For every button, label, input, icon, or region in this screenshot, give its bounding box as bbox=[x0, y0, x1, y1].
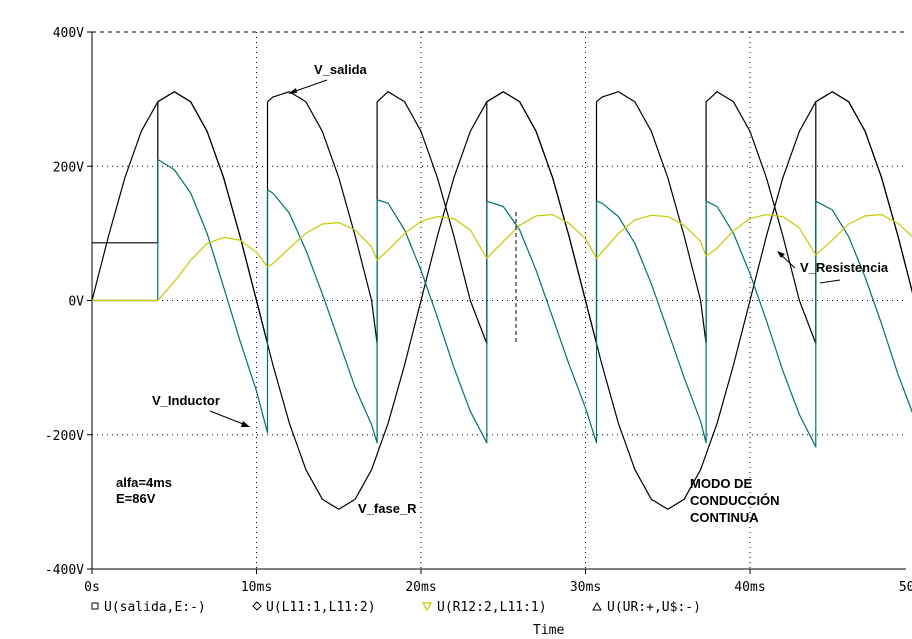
series-group bbox=[91, 91, 912, 510]
triangle-up-marker-icon bbox=[592, 601, 602, 611]
x-tick-label: 0s bbox=[84, 580, 100, 595]
x-axis-label: Time bbox=[533, 623, 564, 638]
arrow-head-v-inductor bbox=[241, 421, 250, 427]
y-tick-label: 400V bbox=[53, 26, 84, 41]
y-tick-label: 200V bbox=[53, 160, 84, 175]
label-alfa: alfa=4ms bbox=[116, 475, 172, 490]
y-tick-label: 0V bbox=[68, 295, 84, 310]
series-line-v-salida bbox=[92, 91, 912, 345]
x-axis-tick-labels: 0s 10ms 20ms 30ms 40ms 50ms bbox=[84, 580, 912, 595]
y-tick-label: -400V bbox=[45, 563, 84, 578]
label-v-resistencia: V_Resistencia bbox=[800, 260, 889, 275]
label-continua: CONTINUA bbox=[690, 510, 759, 525]
legend-entry-ur: U(UR:+,U$:-) bbox=[592, 600, 701, 615]
square-marker-icon bbox=[91, 602, 99, 610]
label-e: E=86V bbox=[116, 491, 156, 506]
legend-entry-resistencia: U(R12:2,L11:1) bbox=[421, 600, 547, 615]
label-v-inductor: V_Inductor bbox=[152, 393, 220, 408]
arrow-head-v-salida bbox=[288, 88, 297, 94]
arrow-v-inductor bbox=[209, 410, 249, 427]
series-line-v-resistencia bbox=[92, 214, 912, 302]
series-line-v-inductor bbox=[92, 158, 912, 448]
legend-label-resistencia: U(R12:2,L11:1) bbox=[437, 600, 547, 615]
legend-entry-inductor: U(L11:1,L11:2) bbox=[252, 600, 376, 615]
underline-v-resistencia bbox=[819, 279, 841, 284]
y-axis-tick-labels: 400V 200V 0V -200V -400V bbox=[45, 26, 84, 578]
grid-lines bbox=[87, 31, 906, 574]
x-tick-label: 40ms bbox=[734, 580, 765, 595]
legend-label-salida: U(salida,E:-) bbox=[104, 600, 206, 615]
x-tick-label: 50ms bbox=[899, 580, 912, 595]
legend-entry-salida: U(salida,E:-) bbox=[91, 600, 206, 615]
label-conduccion: CONDUCCIÓN bbox=[690, 493, 780, 508]
plot-frame bbox=[91, 31, 906, 570]
diamond-marker-icon bbox=[252, 601, 262, 611]
label-modo: MODO DE bbox=[690, 476, 752, 491]
y-tick-label: -200V bbox=[45, 429, 84, 444]
label-v-salida: V_salida bbox=[314, 62, 368, 77]
label-v-fase-r: V_fase_R bbox=[358, 501, 417, 516]
legend: U(salida,E:-) U(L11:1,L11:2) U(R12:2,L11… bbox=[91, 600, 701, 615]
triangle-down-marker-icon bbox=[421, 602, 433, 612]
legend-label-ur: U(UR:+,U$:-) bbox=[607, 600, 701, 615]
legend-label-inductor: U(L11:1,L11:2) bbox=[266, 600, 376, 615]
x-tick-label: 10ms bbox=[241, 580, 272, 595]
arrow-head-v-resistencia bbox=[777, 251, 785, 258]
x-tick-label: 30ms bbox=[570, 580, 601, 595]
x-tick-label: 20ms bbox=[405, 580, 436, 595]
